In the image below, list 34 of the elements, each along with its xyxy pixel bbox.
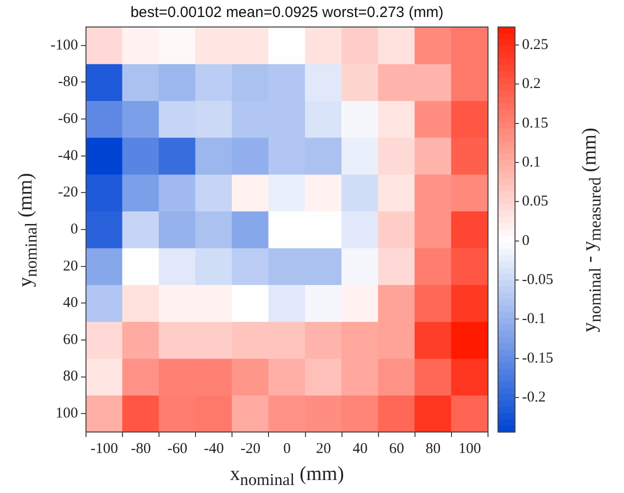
x-tick-label: 40	[352, 440, 368, 457]
color-bar-label: 0.15	[522, 115, 548, 132]
x-tick-label: -100	[90, 440, 118, 457]
chart-title: best=0.00102 mean=0.0925 worst=0.273 (mm)	[129, 4, 445, 21]
y-tick-label: -80	[58, 74, 78, 90]
color-bar-label: -0.15	[522, 350, 554, 366]
y-tick-label: -40	[58, 148, 78, 164]
x-tick-label: -60	[167, 440, 188, 457]
y-tick-label: 20	[63, 258, 78, 274]
y-tick-label: 40	[63, 295, 78, 312]
y-tick-label: -20	[58, 184, 78, 201]
color-bar-label: 0.05	[522, 194, 548, 210]
color-bar-label: 0.25	[522, 36, 548, 53]
y-tick-label: -60	[58, 110, 78, 127]
x-tick-label: 100	[458, 440, 481, 457]
color-bar-label: -0.05	[522, 272, 554, 288]
color-bar-label: 0.1	[522, 154, 541, 170]
color-bar-label: -0.2	[522, 389, 546, 406]
y-tick-label: -100	[50, 37, 78, 54]
x-tick-label: 80	[426, 440, 441, 457]
y-tick-label: 60	[63, 332, 78, 348]
x-tick-label: 20	[316, 440, 332, 457]
color-bar-label: 0.2	[522, 76, 541, 92]
y-tick-label: 80	[63, 368, 78, 385]
y-tick-label: 0	[70, 221, 78, 238]
x-axis-title: x$_{nominal}$ (mm)	[230, 463, 344, 490]
color-bar-label: 0	[522, 232, 530, 249]
x-tick-label: -40	[204, 440, 224, 457]
x-tick-label: 0	[283, 440, 291, 457]
color-bar-label: -0.1	[522, 311, 546, 328]
x-tick-label: -20	[240, 440, 260, 457]
x-tick-label: -80	[130, 440, 151, 457]
y-tick-label: 100	[56, 406, 78, 422]
x-tick-label: 60	[389, 440, 404, 457]
